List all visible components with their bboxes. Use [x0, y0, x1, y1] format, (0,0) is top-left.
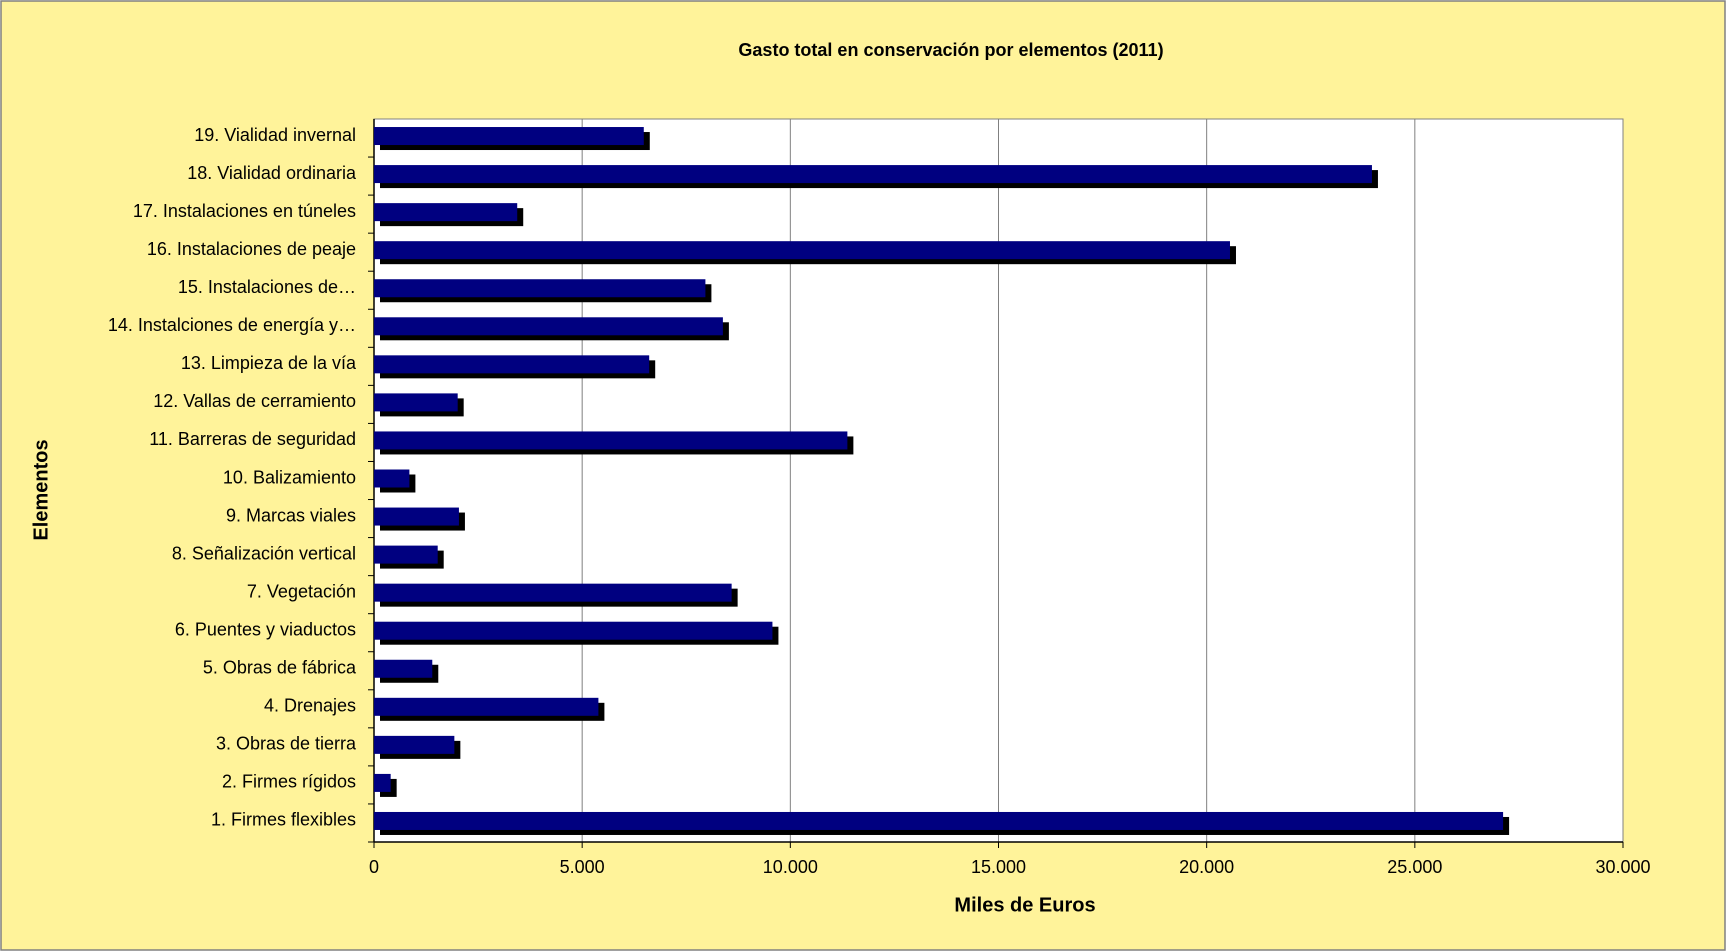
x-tick-label: 20.000 — [1179, 857, 1234, 877]
y-tick-label: 3. Obras de tierra — [216, 734, 357, 754]
bar — [374, 507, 459, 526]
x-tick-label: 15.000 — [971, 857, 1026, 877]
y-tick-label: 7. Vegetación — [247, 581, 356, 601]
y-tick-label: 17. Instalaciones en túneles — [133, 201, 356, 221]
bar — [374, 545, 438, 564]
bar — [374, 773, 391, 792]
bar — [374, 279, 706, 298]
bar — [374, 621, 773, 640]
y-tick-label: 10. Balizamiento — [223, 467, 356, 487]
bar — [374, 431, 848, 450]
y-tick-label: 2. Firmes rígidos — [222, 772, 356, 792]
bar — [374, 355, 650, 374]
bar — [374, 811, 1504, 830]
bar — [374, 583, 732, 602]
bar — [374, 241, 1230, 260]
y-tick-label: 15. Instalaciones de… — [178, 277, 356, 297]
y-tick-label: 12. Vallas de cerramiento — [153, 391, 356, 411]
y-tick-label: 4. Drenajes — [264, 696, 356, 716]
y-tick-label: 16. Instalaciones de peaje — [147, 239, 356, 259]
bar — [374, 127, 644, 146]
y-tick-label: 14. Instalciones de energía y… — [108, 315, 356, 335]
y-tick-label: 18. Vialidad ordinaria — [187, 163, 357, 183]
y-tick-label: 11. Barreras de seguridad — [149, 429, 356, 449]
y-tick-label: 1. Firmes flexibles — [211, 810, 356, 830]
x-tick-label: 10.000 — [763, 857, 818, 877]
x-tick-label: 0 — [369, 857, 379, 877]
y-tick-label: 9. Marcas viales — [226, 505, 356, 525]
bar — [374, 393, 458, 412]
bar — [374, 697, 599, 716]
x-tick-label: 30.000 — [1595, 857, 1650, 877]
bar — [374, 735, 455, 754]
y-tick-label: 13. Limpieza de la vía — [181, 353, 357, 373]
bar — [374, 203, 518, 222]
x-tick-label: 25.000 — [1387, 857, 1442, 877]
y-tick-label: 5. Obras de fábrica — [203, 658, 357, 678]
bar — [374, 659, 433, 678]
y-tick-label: 6. Puentes y viaductos — [175, 619, 356, 639]
bar — [374, 317, 723, 336]
chart-title: Gasto total en conservación por elemento… — [738, 40, 1163, 60]
bar — [374, 469, 410, 488]
x-tick-label: 5.000 — [560, 857, 605, 877]
bar — [374, 165, 1372, 184]
y-tick-label: 19. Vialidad invernal — [194, 125, 356, 145]
y-tick-label: 8. Señalización vertical — [172, 543, 356, 563]
x-axis-title: Miles de Euros — [954, 894, 1095, 916]
y-axis-title: Elementos — [30, 439, 52, 540]
